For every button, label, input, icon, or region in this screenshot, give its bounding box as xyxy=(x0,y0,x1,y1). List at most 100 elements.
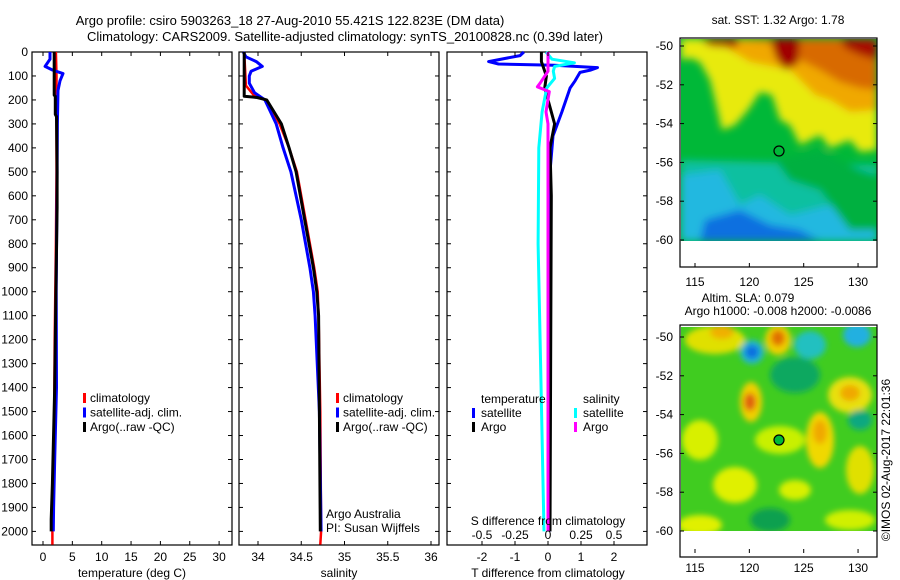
legend-swatch xyxy=(574,422,577,432)
x-tick-label: 34 xyxy=(251,550,265,564)
panel-frame xyxy=(238,51,440,546)
depth-tick-label: 100 xyxy=(8,69,28,83)
lat-tick-label: -54 xyxy=(656,117,674,131)
profile-panels: 0100200300400500600700800900100011001200… xyxy=(1,45,648,580)
depth-tick-label: 0 xyxy=(21,45,28,59)
depth-tick-label: 2000 xyxy=(1,524,28,538)
pi-annotation: Argo Australia xyxy=(326,507,401,521)
legend-label: satellite xyxy=(583,406,624,420)
lat-tick-label: -56 xyxy=(656,446,674,460)
x-tick-label: 36 xyxy=(424,550,438,564)
depth-tick-label: 1900 xyxy=(1,500,28,514)
t-diff-tick-label: 0 xyxy=(545,550,552,564)
lon-tick-label: 120 xyxy=(739,561,759,575)
depth-tick-label: 1200 xyxy=(1,333,28,347)
depth-tick-label: 1700 xyxy=(1,452,28,466)
x-tick-label: 0 xyxy=(40,550,47,564)
legend-label: climatology xyxy=(90,391,150,405)
legend-swatch xyxy=(83,422,86,432)
lat-tick-label: -56 xyxy=(656,155,674,169)
series-line-argo-raw-qc- xyxy=(49,52,59,532)
legend-label: Argo(..raw -QC) xyxy=(343,420,428,434)
depth-tick-label: 600 xyxy=(8,189,28,203)
lat-tick-label: -60 xyxy=(656,233,674,247)
argo-float-location-marker xyxy=(773,434,785,446)
lat-tick-label: -58 xyxy=(656,194,674,208)
panel-difference: -2 -1 0 1 2 -0.5 -0.25 0 0.25 0.5S difference fro… xyxy=(446,50,648,580)
t-diff-tick-label: 2 xyxy=(611,550,618,564)
depth-tick-label: 1100 xyxy=(2,309,28,323)
lat-tick-label: -52 xyxy=(656,369,674,383)
legend-label: satellite xyxy=(481,406,522,420)
legend-label: satellite-adj. clim. xyxy=(90,406,182,420)
legend-swatch xyxy=(83,393,86,403)
sla-map-frame xyxy=(679,324,878,558)
lat-tick-label: -52 xyxy=(656,78,674,92)
panel-salinity: 34 34.5 35 35.5 36 salinity climatologysatelli… xyxy=(238,51,440,580)
series-line-salinity-satellite xyxy=(536,51,576,532)
x-tick-label: 30 xyxy=(212,550,226,564)
lat-tick-label: -50 xyxy=(656,330,674,344)
depth-tick-label: 1500 xyxy=(1,405,28,419)
s-diff-tick-label: -0.25 xyxy=(501,528,529,542)
lat-tick-label: -50 xyxy=(656,39,674,53)
sst-field xyxy=(681,39,877,241)
depth-tick-label: 1400 xyxy=(1,381,28,395)
s-diff-tick-label: 0.5 xyxy=(606,528,623,542)
argo-float-location-marker xyxy=(773,145,785,157)
x-tick-label: 34.5 xyxy=(290,550,314,564)
depth-tick-label: 1800 xyxy=(1,476,28,490)
lon-tick-label: 120 xyxy=(739,275,759,289)
s-diff-axis-label: S difference from climatology xyxy=(471,514,626,528)
legend-swatch xyxy=(472,422,475,432)
series-line-argo-raw-qc- xyxy=(242,52,322,532)
legend-label: satellite-adj. clim. xyxy=(343,406,435,420)
series-line-satellite-adj-clim- xyxy=(241,51,323,532)
x-tick-label: 15 xyxy=(124,550,138,564)
lon-tick-label: 130 xyxy=(848,275,868,289)
sla-map-title-line2: Argo h1000: -0.008 h2000: -0.0086 xyxy=(685,304,872,318)
x-tick-label: 10 xyxy=(95,550,109,564)
legend-swatch xyxy=(83,407,86,418)
depth-tick-label: 800 xyxy=(8,237,28,251)
panel-temperature: 0100200300400500600700800900100011001200… xyxy=(1,45,233,580)
sst-map-frame xyxy=(679,37,878,268)
depth-tick-label: 500 xyxy=(8,165,28,179)
lon-tick-label: 125 xyxy=(794,561,814,575)
x-axis-label: temperature (deg C) xyxy=(78,566,186,580)
depth-tick-label: 200 xyxy=(8,93,28,107)
s-diff-tick-label: -0.5 xyxy=(472,528,493,542)
lat-tick-label: -60 xyxy=(656,524,674,538)
lon-tick-label: 130 xyxy=(848,561,868,575)
panel-frame xyxy=(31,51,233,546)
legend-title-salinity: salinity xyxy=(583,392,620,406)
x-tick-label: 35 xyxy=(338,550,352,564)
series-line-salinity-argo xyxy=(535,52,551,532)
sla-field xyxy=(681,327,877,531)
legend-swatch xyxy=(574,408,577,418)
legend-label: climatology xyxy=(343,391,403,405)
legend-label: Argo xyxy=(583,420,609,434)
imos-timestamp-watermark: ©IMOS 02-Aug-2017 22:01:36 xyxy=(879,379,893,542)
t-diff-tick-label: 1 xyxy=(578,550,585,564)
depth-tick-label: 700 xyxy=(8,213,28,227)
s-diff-tick-label: 0 xyxy=(545,528,552,542)
legend-label: Argo(..raw -QC) xyxy=(90,420,175,434)
lat-tick-label: -54 xyxy=(656,408,674,422)
x-axis-label: salinity xyxy=(321,566,358,580)
legend-swatch xyxy=(336,422,339,432)
depth-tick-label: 400 xyxy=(8,141,28,155)
t-diff-tick-label: -1 xyxy=(510,550,521,564)
lat-tick-label: -58 xyxy=(656,485,674,499)
depth-tick-label: 1600 xyxy=(1,429,28,443)
x-tick-label: 20 xyxy=(154,550,168,564)
depth-tick-label: 900 xyxy=(8,261,28,275)
legend-title-temperature: temperature xyxy=(481,392,546,406)
legend-swatch xyxy=(336,393,339,403)
figure-title-line1: Argo profile: csiro 5903263_18 27-Aug-20… xyxy=(76,13,505,28)
x-tick-label: 35.5 xyxy=(376,550,400,564)
sla-map: Altim. SLA: 0.079 Argo h1000: -0.008 h20… xyxy=(656,291,878,575)
pi-annotation: PI: Susan Wijffels xyxy=(326,521,420,535)
figure-title-line2: Climatology: CARS2009. Satellite-adjuste… xyxy=(87,29,603,44)
